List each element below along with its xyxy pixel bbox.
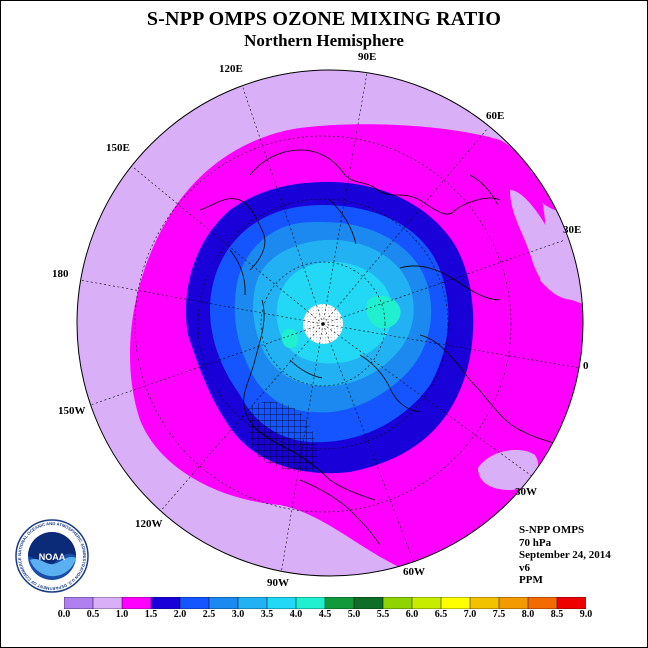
ozone-contour-fill <box>77 70 583 576</box>
colorbar-segment <box>353 597 384 609</box>
longitude-label-120e: 120E <box>219 63 243 75</box>
colorbar-segment <box>411 597 442 609</box>
colorbar-segment <box>498 597 529 609</box>
colorbar-segment <box>527 597 558 609</box>
colorbar-tick-label: 5.5 <box>376 609 390 620</box>
level-4p0-4p5-blob-east <box>366 295 401 329</box>
colorbar-segment <box>237 597 268 609</box>
colorbar-tick-label: 0.5 <box>86 609 100 620</box>
level-1p0-1p5-patch <box>525 170 556 210</box>
colorbar-tick-label: 8.0 <box>521 609 535 620</box>
hatched-region <box>247 401 318 472</box>
colorbar-segment <box>150 597 181 609</box>
colorbar-segment <box>121 597 152 609</box>
level-0p5-1p0-island-south <box>478 449 539 490</box>
coastlines <box>199 149 561 546</box>
longitude-label-120w: 120W <box>135 518 163 530</box>
longitude-label-30e: 30E <box>563 224 582 236</box>
colorbar-tick-label: 5.0 <box>347 609 361 620</box>
colorbar-segment <box>440 597 471 609</box>
colorbar-tick-label: 1.0 <box>115 609 129 620</box>
info-version: v6 <box>519 561 530 574</box>
colorbar-tick-label: 8.5 <box>550 609 564 620</box>
figure-subtitle: Northern Hemisphere <box>244 31 404 50</box>
colorbar-segment <box>324 597 355 609</box>
meridian-grid <box>79 72 581 575</box>
colorbar-segment <box>469 597 500 609</box>
colorbar-segment <box>266 597 297 609</box>
longitude-label-90w: 90W <box>267 577 289 589</box>
colorbar-tick-label: 3.0 <box>231 609 245 620</box>
colorbar-tick-label: 7.5 <box>492 609 506 620</box>
colorbar-tick-label: 3.5 <box>260 609 274 620</box>
colorbar-segment <box>208 597 239 609</box>
latitude-grid <box>134 135 512 513</box>
colorbar <box>64 597 586 609</box>
longitude-label-180: 180 <box>52 268 69 280</box>
colorbar-segment <box>382 597 413 609</box>
longitude-label-90e: 90E <box>358 51 377 63</box>
colorbar-tick-label: 6.0 <box>405 609 419 620</box>
noaa-logo-text: NOAA <box>39 552 66 562</box>
colorbar-tick-label: 6.5 <box>434 609 448 620</box>
colorbar-tick-label: 1.5 <box>144 609 158 620</box>
colorbar-segment <box>556 597 586 609</box>
colorbar-segment <box>92 597 123 609</box>
map-boundary <box>76 69 584 577</box>
longitude-label-60w: 60W <box>403 566 425 578</box>
colorbar-segment <box>64 597 94 609</box>
info-date: September 24, 2014 <box>519 549 611 561</box>
info-instrument: S-NPP OMPS <box>519 524 585 536</box>
longitude-label-60e: 60E <box>486 110 505 122</box>
colorbar-tick-label: 4.0 <box>289 609 303 620</box>
colorbar-tick-label: 7.0 <box>463 609 477 620</box>
longitude-label-30w: 30W <box>515 486 537 498</box>
info-level: 70 hPa <box>519 536 552 549</box>
noaa-logo: NATIONAL OCEANIC AND ATMOSPHERIC ADMINIS… <box>15 519 89 593</box>
info-block: S-NPP OMPS 70 hPa September 24, 2014 v6 … <box>519 524 611 587</box>
colorbar-segment <box>179 597 210 609</box>
info-units: PPM <box>519 574 543 586</box>
colorbar-tick-label: 0.0 <box>57 609 71 620</box>
longitude-label-150w: 150W <box>58 405 86 417</box>
figure-title: S-NPP OMPS OZONE MIXING RATIO <box>146 8 502 30</box>
longitude-label-0: 0 <box>583 360 589 372</box>
level-4p0-4p5-blob-west <box>281 328 299 349</box>
colorbar-tick-label: 9.0 <box>579 609 593 620</box>
level-0p5-1p0-island-east <box>510 190 575 300</box>
longitude-label-150e: 150E <box>106 142 130 154</box>
colorbar-segment <box>295 597 326 609</box>
colorbar-tick-label: 2.5 <box>202 609 216 620</box>
colorbar-tick-label: 2.0 <box>173 609 187 620</box>
colorbar-tick-label: 4.5 <box>318 609 332 620</box>
